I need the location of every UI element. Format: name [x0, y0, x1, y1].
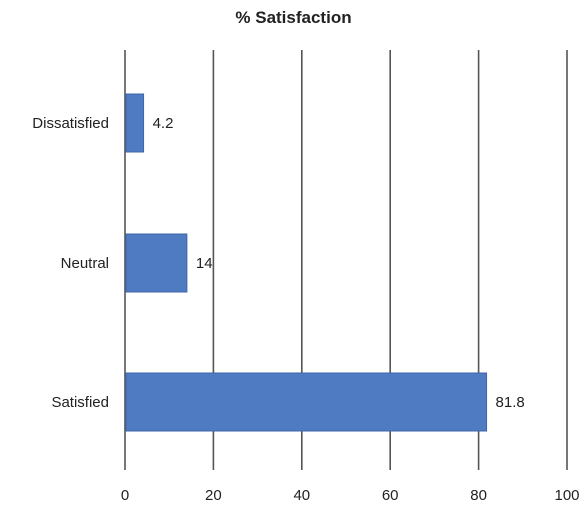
- data-label-dissatisfied: 4.2: [153, 115, 174, 132]
- bar-dissatisfied: [125, 93, 145, 153]
- x-tick-label: 60: [382, 487, 399, 504]
- x-tick-label: 0: [121, 487, 129, 504]
- bar-satisfied: [125, 372, 488, 432]
- category-label-dissatisfied: Dissatisfied: [32, 115, 109, 132]
- x-tick-label: 100: [554, 487, 579, 504]
- x-tick-label: 40: [293, 487, 310, 504]
- x-tick-label: 80: [470, 487, 487, 504]
- bar-neutral: [125, 233, 188, 293]
- chart-title: % Satisfaction: [235, 8, 352, 27]
- category-label-satisfied: Satisfied: [51, 394, 109, 411]
- category-label-neutral: Neutral: [61, 255, 109, 272]
- data-label-neutral: 14: [196, 255, 213, 272]
- x-tick-label: 20: [205, 487, 222, 504]
- data-label-satisfied: 81.8: [496, 394, 525, 411]
